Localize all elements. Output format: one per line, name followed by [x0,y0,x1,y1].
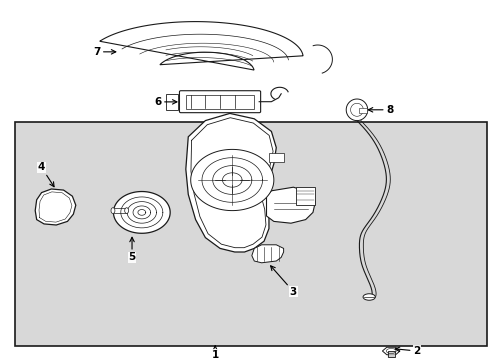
Polygon shape [113,192,170,233]
Bar [15,122,486,346]
Bar [113,208,126,213]
Text: 7: 7 [93,47,116,57]
Polygon shape [100,22,303,70]
Polygon shape [266,187,315,223]
Text: 4: 4 [38,162,54,187]
Polygon shape [346,99,367,121]
Polygon shape [251,245,283,263]
Text: 2: 2 [394,346,420,356]
Polygon shape [382,347,399,355]
Ellipse shape [124,208,128,213]
Polygon shape [190,149,273,211]
Ellipse shape [111,208,115,213]
Polygon shape [35,189,76,225]
Bar [295,187,315,205]
Text: 5: 5 [128,237,135,262]
Polygon shape [185,113,276,252]
FancyBboxPatch shape [179,91,260,113]
Bar [185,95,254,109]
Bar [166,94,178,110]
Ellipse shape [362,294,375,300]
Bar [359,108,366,113]
Bar [268,153,283,162]
Text: 8: 8 [367,105,393,115]
Text: 1: 1 [211,346,218,360]
Polygon shape [387,351,394,357]
Text: 3: 3 [270,266,296,297]
Text: 6: 6 [154,97,177,107]
